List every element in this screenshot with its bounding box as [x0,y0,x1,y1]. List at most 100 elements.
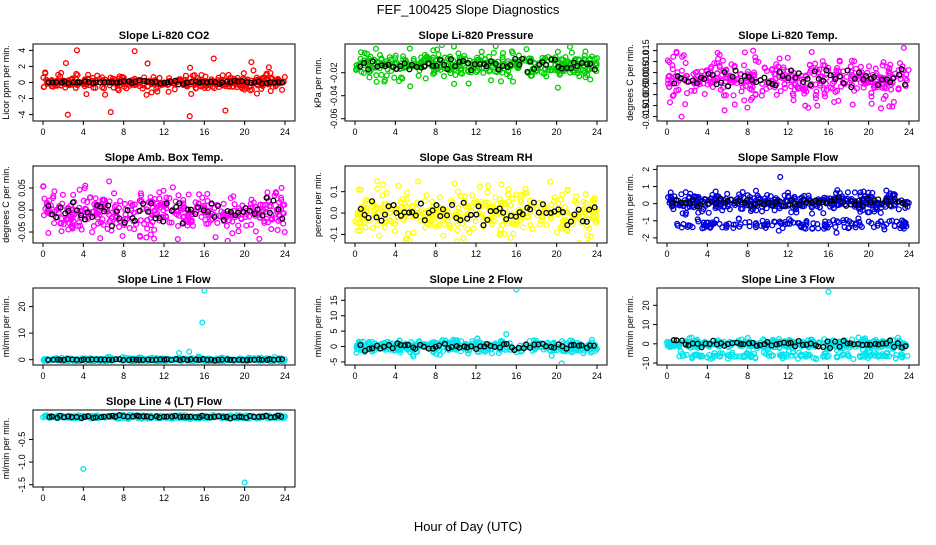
data-point [742,98,747,103]
data-point [504,332,509,337]
y-tick-label: -1.5 [17,477,27,493]
y-tick-label: 4 [17,48,27,53]
data-point [412,39,417,44]
x-tick-label: 12 [471,371,481,381]
data-point [75,48,80,53]
data-point [118,199,123,204]
x-tick-label: 12 [159,127,169,137]
x-tick-label: 0 [664,249,669,259]
panel-title: Slope Li-820 Temp. [738,30,837,42]
y-tick-label: 0.0 [329,207,339,220]
x-tick-label: 24 [904,249,914,259]
y-tick-label: 0.015 [641,39,651,62]
data-point [524,47,529,52]
data-point [890,351,895,356]
data-point [745,105,750,110]
data-point [499,79,504,84]
data-point [466,81,471,86]
data-point [103,92,108,97]
x-tick-label: 16 [199,249,209,259]
data-point [826,289,831,294]
x-tick-label: 24 [904,127,914,137]
data-point [65,112,70,117]
data-point [742,50,747,55]
data-point [548,62,553,67]
data-point [108,110,113,115]
y-tick-label: -0.02 [329,62,339,83]
data-point [375,186,380,191]
points-co2 [41,48,287,119]
data-point [679,192,684,197]
data-point [224,223,229,228]
x-tick-label: 16 [823,249,833,259]
data-point [778,89,783,94]
x-tick-label: 16 [199,493,209,503]
data-point [762,75,767,80]
y-tick-label: -0.05 [17,222,27,243]
data-point [569,50,574,55]
data-point [760,209,765,214]
panel-title: Slope Li-820 CO2 [119,30,209,42]
data-point [845,190,850,195]
data-point [683,61,688,66]
data-point [732,102,737,107]
y-tick-label: 20 [641,300,651,310]
data-point [548,179,553,184]
data-point [556,85,561,90]
x-tick-label: 4 [705,371,710,381]
x-tick-label: 24 [592,371,602,381]
x-tick-label: 20 [552,371,562,381]
x-tick-label: 16 [823,371,833,381]
data-point [486,184,491,189]
x-tick-label: 8 [121,127,126,137]
data-point [887,104,892,109]
data-point [810,211,815,216]
data-point [423,225,428,230]
data-point [391,203,396,208]
y-tick-label: 0.1 [329,185,339,198]
y-axis-label: kPa per min. [313,57,323,108]
y-tick-label: 20 [17,302,27,312]
data-point [833,225,838,230]
y-tick-label: 0 [17,80,27,85]
data-point [93,196,98,201]
data-point [528,222,533,227]
x-tick-label: 12 [471,249,481,259]
y-tick-label: -0.06 [329,108,339,129]
data-point [776,228,781,233]
x-tick-label: 4 [81,371,86,381]
panel-title: Slope Line 3 Flow [742,274,835,286]
data-point [906,68,911,73]
x-tick-label: 0 [40,127,45,137]
data-point [236,223,241,228]
data-point [405,191,410,196]
y-tick-label: -2 [17,95,27,103]
x-tick-label: 0 [664,371,669,381]
data-point [211,56,216,61]
y-tick-label: -5 [329,358,339,366]
data-point [452,181,457,186]
data-point [411,230,416,235]
points-temp [665,38,911,119]
data-point [265,190,270,195]
data-point [244,223,249,228]
data-point [814,96,819,101]
data-point [157,76,162,81]
data-point [511,79,516,84]
y-tick-label: 0 [641,341,651,346]
x-tick-label: 8 [745,371,750,381]
x-tick-label: 20 [552,249,562,259]
data-point [377,233,382,238]
data-point [407,46,412,51]
data-point [777,56,782,61]
data-point [437,195,442,200]
points-ambtemp [41,179,287,243]
data-point [442,222,447,227]
data-point [481,70,486,75]
data-point [889,87,894,92]
data-point [423,76,428,81]
